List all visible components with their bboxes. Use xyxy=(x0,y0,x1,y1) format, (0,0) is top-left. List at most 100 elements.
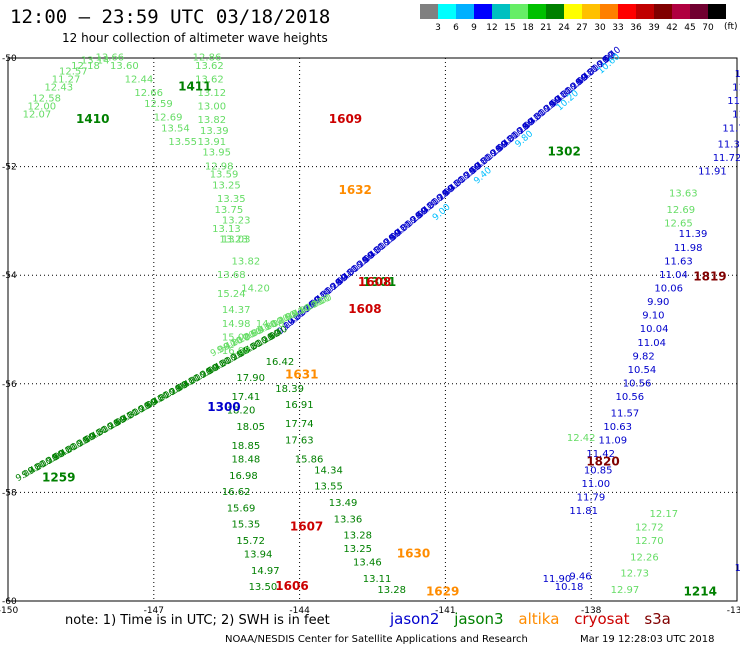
swh-value: 13.49 xyxy=(329,498,358,509)
swh-value: 12.73 xyxy=(620,569,649,580)
scale-label: 6 xyxy=(453,23,459,33)
swh-value: 11.72 xyxy=(713,153,740,164)
swh-value: 11 xyxy=(735,69,740,80)
swh-value: 11.81 xyxy=(569,506,598,517)
longitude-label: -141 xyxy=(435,606,455,616)
legend-cryosat: cryosat xyxy=(574,610,630,628)
swh-value: 15.86 xyxy=(295,455,324,466)
swh-value: 12.59 xyxy=(144,99,173,110)
pass-time-label: 1632 xyxy=(338,183,371,197)
swh-value: 15.24 xyxy=(217,289,246,300)
scale-swatch xyxy=(582,4,600,19)
pass-time-label: 1410 xyxy=(76,112,109,126)
swh-value: 13.95 xyxy=(202,148,231,159)
swh-value: 11.63 xyxy=(664,256,693,267)
scale-swatch xyxy=(528,4,546,19)
swh-value: 10.04 xyxy=(640,324,669,335)
swh-value: 13.28 xyxy=(343,531,372,542)
swh-value: 13.12 xyxy=(198,88,227,99)
swh-value: 9.10 xyxy=(642,311,664,322)
swh-value: 12.98 xyxy=(205,161,234,172)
scale-swatch xyxy=(420,4,438,19)
swh-value: 13.28 xyxy=(377,585,406,596)
legend-s3a: s3a xyxy=(644,610,671,628)
pass-time-label: 1608 xyxy=(358,275,391,289)
swh-value: 16.62 xyxy=(222,487,251,498)
swh-value: 13.14 xyxy=(81,55,110,66)
scale-label: 3 xyxy=(435,23,441,33)
scale-label: 45 xyxy=(684,23,696,33)
longitude-label: -135 xyxy=(727,606,740,616)
swh-value: 15.00 xyxy=(222,332,251,343)
scale-label: 18 xyxy=(522,23,534,33)
swh-value: 18.85 xyxy=(232,441,261,452)
swh-value: 13.62 xyxy=(195,61,224,72)
pass-time-label: 1302 xyxy=(547,145,580,159)
pass-time-label: 1259 xyxy=(42,471,75,485)
longitude-label: -138 xyxy=(581,606,602,616)
swh-value: 16.98 xyxy=(229,471,258,482)
swh-value: 15.72 xyxy=(236,536,265,547)
scale-label: 30 xyxy=(594,23,606,33)
pass-time-label: 1630 xyxy=(397,547,430,561)
swh-value: 15.35 xyxy=(232,520,261,531)
swh-value: 13.23 xyxy=(222,216,251,227)
swh-value: 16.91 xyxy=(285,400,314,411)
swh-value: 15.69 xyxy=(227,503,256,514)
scale-label: 24 xyxy=(558,23,570,33)
swh-value: 11.04 xyxy=(659,270,688,281)
swh-value: 12.07 xyxy=(23,110,52,121)
swh-value: 11.31 xyxy=(732,110,740,121)
swh-value: 17.63 xyxy=(285,436,314,447)
swh-value: 13.50 xyxy=(249,582,278,593)
swh-value: 11.57 xyxy=(611,408,640,419)
scale-swatch xyxy=(510,4,528,19)
scale-label: 33 xyxy=(612,23,624,33)
pass-time-label: 1301 xyxy=(363,275,396,289)
swh-value: 11.9 xyxy=(727,96,740,107)
pass-time-label: 1607 xyxy=(290,519,323,533)
pass-time-label: 1411 xyxy=(178,80,211,94)
swh-value: 12.57 xyxy=(59,66,88,77)
swh-value: 13.66 xyxy=(95,53,124,64)
swh-value: 12.69 xyxy=(154,112,183,123)
scale-swatch xyxy=(708,4,726,19)
swh-value: 13.13 xyxy=(212,224,241,235)
swh-value: 10.54 xyxy=(628,365,657,376)
swh-value: 13.11 xyxy=(363,574,392,585)
swh-value: 11.42 xyxy=(586,449,615,460)
scale-swatch xyxy=(456,4,474,19)
swh-value: 12.58 xyxy=(32,93,61,104)
footer-organization: NOAA/NESDIS Center for Satellite Applica… xyxy=(225,634,528,645)
swh-value: 10.85 xyxy=(584,465,613,476)
swh-value: 13.54 xyxy=(161,123,190,134)
swh-value: 12.72 xyxy=(635,522,664,533)
latitude-label: -50 xyxy=(2,54,17,64)
swh-value: 14.98 xyxy=(222,319,251,330)
swh-value: 10.1 xyxy=(735,563,740,574)
scale-unit-label: (ft) xyxy=(724,22,738,32)
latitude-label: -52 xyxy=(2,163,17,173)
swh-value: 13.39 xyxy=(200,126,229,137)
swh-value: 16.42 xyxy=(266,357,295,368)
swh-value: 13.60 xyxy=(110,61,139,72)
swh-value: 12.43 xyxy=(44,83,73,94)
swh-value: 13.55 xyxy=(168,137,197,148)
scale-swatch xyxy=(672,4,690,19)
scale-label: 15 xyxy=(504,23,516,33)
scale-label: 27 xyxy=(576,23,588,33)
swh-value: 10.63 xyxy=(603,422,632,433)
swh-value: 13.59 xyxy=(210,169,239,180)
swh-value: 17.41 xyxy=(232,392,261,403)
swh-value: 13.55 xyxy=(314,482,343,493)
swh-value: 10.18 xyxy=(555,582,584,593)
swh-value: 13.35 xyxy=(217,194,246,205)
swh-value: 12.86 xyxy=(193,53,222,64)
scale-label: 9 xyxy=(471,23,477,33)
swh-value: 12.70 xyxy=(635,536,664,547)
swh-value: 12.69 xyxy=(667,205,696,216)
swh-value: 12.66 xyxy=(134,88,163,99)
swh-value: 11.09 xyxy=(598,436,627,447)
swh-value: 13.75 xyxy=(215,205,244,216)
